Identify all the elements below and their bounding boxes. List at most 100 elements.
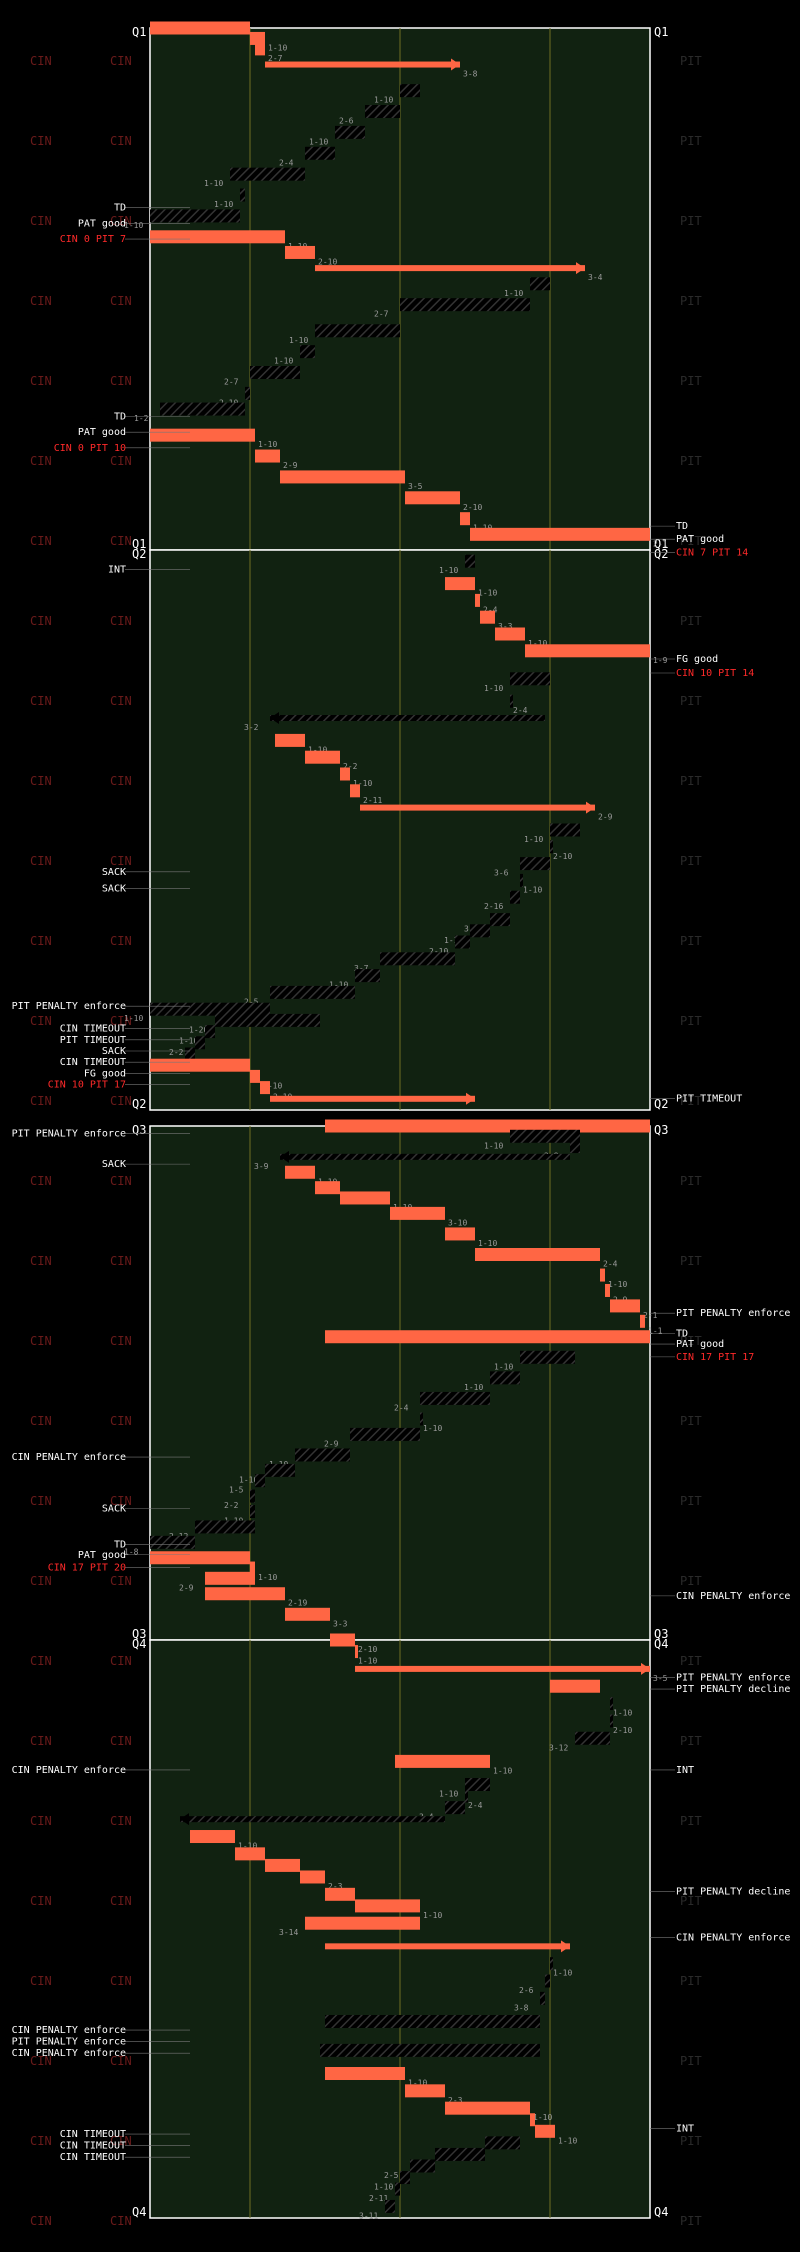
event-label: TD <box>114 1539 126 1550</box>
event-label: PIT PENALTY enforce <box>12 2037 126 2048</box>
quarter-label: Q1 <box>132 537 146 551</box>
play-bar <box>530 2113 535 2127</box>
team-watermark: CIN <box>30 1334 52 1348</box>
play-bar <box>490 1371 520 1385</box>
play-bar <box>150 1058 250 1072</box>
down-distance-label: 1-10 <box>258 440 277 449</box>
team-watermark: PIT <box>680 2214 702 2228</box>
play-bar <box>465 554 475 568</box>
team-watermark: PIT <box>680 2054 702 2068</box>
play-bar <box>250 366 300 380</box>
play-bar <box>420 1391 490 1405</box>
down-distance-label: 3-6 <box>494 869 509 878</box>
down-distance-label: 1-10 <box>308 745 327 754</box>
play-bar <box>260 1081 270 1095</box>
down-distance-label: 1-10 <box>353 779 372 788</box>
play-bar <box>150 1535 195 1549</box>
team-watermark: CIN <box>110 1654 132 1668</box>
play-bar <box>400 298 530 312</box>
down-distance-label: 2-3 <box>448 2096 463 2105</box>
play-arrowhead <box>270 712 279 724</box>
down-distance-label: 1-9 <box>653 656 668 665</box>
play-bar <box>390 1206 445 1220</box>
play-bar <box>205 1025 215 1039</box>
down-distance-label: 2-10 <box>463 503 482 512</box>
event-label: CIN PENALTY enforce <box>12 1765 126 1776</box>
play-bar <box>355 969 380 983</box>
play-bar <box>550 1957 553 1971</box>
team-watermark: CIN <box>30 1734 52 1748</box>
play-bar <box>640 1314 645 1328</box>
play-bar <box>240 188 245 202</box>
down-distance-label: 2-1 <box>643 1311 658 1320</box>
play-bar <box>480 610 495 624</box>
down-distance-label: 1-10 <box>408 2079 427 2088</box>
team-watermark: PIT <box>680 534 702 548</box>
down-distance-label: 2-11 <box>369 2194 388 2203</box>
team-watermark: PIT <box>680 1334 702 1348</box>
team-watermark: CIN <box>30 214 52 228</box>
play-bar <box>190 1830 235 1844</box>
down-distance-label: 2-2 <box>224 1501 239 1510</box>
team-watermark: PIT <box>680 934 702 948</box>
team-watermark: PIT <box>680 214 702 228</box>
play-bar <box>470 924 490 938</box>
quarter-label: Q3 <box>132 1627 146 1641</box>
down-distance-label: 2-6 <box>519 1986 534 1995</box>
team-watermark: CIN <box>110 1254 132 1268</box>
play-bar <box>325 2014 540 2028</box>
play-bar <box>280 470 405 484</box>
down-distance-label: 1-10 <box>504 289 523 298</box>
down-distance-label: 1-10 <box>553 1969 572 1978</box>
down-distance-label: 2-5 <box>384 2171 399 2180</box>
play-bar <box>355 1665 650 1672</box>
play-bar <box>160 402 245 416</box>
event-label: PAT good <box>78 1550 126 1561</box>
play-bar <box>325 1119 650 1133</box>
down-distance-label: 2-4 <box>394 1403 409 1412</box>
down-distance-label: 2-4 <box>603 1260 618 1269</box>
play-bar <box>380 952 455 966</box>
score-label: CIN 7 PIT 14 <box>676 548 748 559</box>
play-bar <box>475 593 480 607</box>
play-bar <box>385 2199 395 2213</box>
play-bar <box>195 1520 255 1534</box>
down-distance-label: 2-4 <box>483 605 498 614</box>
event-label: PIT TIMEOUT <box>676 1094 742 1105</box>
quarter-label: Q2 <box>654 1097 668 1111</box>
score-label: CIN 0 PIT 10 <box>54 443 126 454</box>
down-distance-label: 1-10 <box>558 2136 577 2145</box>
down-distance-label: 3-12 <box>549 1743 568 1752</box>
down-distance-label: 1-10 <box>478 589 497 598</box>
team-watermark: PIT <box>680 1494 702 1508</box>
play-arrowhead <box>586 801 595 814</box>
team-watermark: PIT <box>680 1974 702 1988</box>
quarter-label: Q4 <box>654 2205 668 2219</box>
play-bar <box>250 1505 255 1518</box>
play-bar <box>475 1248 600 1261</box>
down-distance-label: 3-10 <box>448 1218 467 1227</box>
down-distance-label: 1-20 <box>189 1025 208 1034</box>
event-label: INT <box>108 564 126 575</box>
event-label: SACK <box>102 1159 126 1170</box>
team-watermark: CIN <box>30 454 52 468</box>
play-bar <box>610 1714 613 1728</box>
event-label: CIN PENALTY enforce <box>676 1591 790 1602</box>
quarter-label: Q3 <box>654 1123 668 1137</box>
down-distance-label: 1-10 <box>258 1573 277 1582</box>
team-watermark: PIT <box>680 1574 702 1588</box>
quarter-label: Q1 <box>654 25 668 39</box>
down-distance-label: 1-10 <box>239 1475 258 1484</box>
play-bar <box>525 644 650 658</box>
team-watermark: CIN <box>110 214 132 228</box>
play-bar <box>285 245 315 259</box>
event-label: CIN PENALTY enforce <box>12 2048 126 2059</box>
play-bar <box>320 2043 540 2057</box>
play-bar <box>150 230 285 244</box>
team-watermark: CIN <box>110 694 132 708</box>
team-watermark: PIT <box>680 374 702 388</box>
event-label: INT <box>676 2123 694 2134</box>
down-distance-label: 1-10 <box>439 566 458 575</box>
event-label: CIN PENALTY enforce <box>676 1933 790 1944</box>
play-arrowhead <box>561 1940 570 1953</box>
